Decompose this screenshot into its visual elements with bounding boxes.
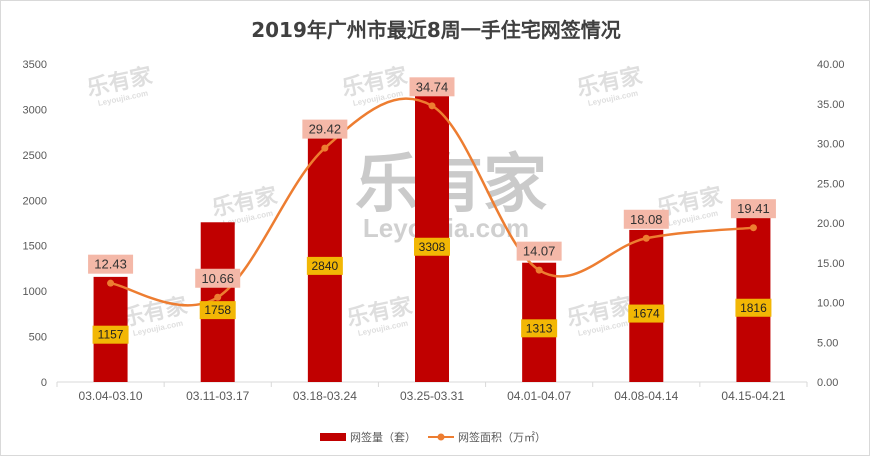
bar-data-label: 1157: [98, 328, 124, 342]
line-point: [535, 266, 543, 274]
right-axis-tick-label: 40.00: [817, 59, 845, 71]
line-label-box: [195, 268, 241, 288]
x-axis-tick-label: 03.18-03.24: [293, 389, 357, 403]
line-point: [107, 279, 115, 287]
line-data-label: 29.42: [309, 122, 342, 137]
x-axis-tick-label: 03.25-03.31: [400, 389, 464, 403]
line-data-label: 34.74: [416, 79, 449, 94]
left-axis-tick-label: 0: [41, 377, 47, 389]
line-data-label: 19.41: [737, 201, 770, 216]
right-axis-tick-label: 0.00: [817, 377, 838, 389]
line-point: [214, 293, 222, 301]
line-point: [642, 234, 650, 242]
bar-series: [93, 81, 771, 383]
line-label-box: [623, 209, 669, 229]
left-axis-tick-label: 3500: [23, 59, 47, 71]
right-axis-tick-label: 35.00: [817, 99, 845, 111]
legend-bar-label: 网签量（套）: [350, 430, 416, 444]
legend-bar-swatch: [320, 433, 346, 441]
x-axis-tick-label: 03.11-03.17: [186, 389, 249, 403]
right-axis-tick-label: 15.00: [817, 258, 845, 270]
bar: [307, 123, 342, 383]
bar-label-box: [414, 237, 450, 256]
left-axis-tick-label: 500: [29, 332, 47, 344]
bar-label-box: [306, 256, 343, 275]
x-axis-tick-label: 04.01-04.07: [507, 389, 571, 403]
line-data-label: 10.66: [201, 271, 234, 286]
right-axis-tick-label: 20.00: [817, 218, 845, 230]
right-axis-tick-label: 10.00: [817, 298, 845, 310]
line-series: [107, 97, 757, 307]
line-label-box: [302, 119, 348, 139]
bar-label-box: [628, 304, 665, 323]
bar: [415, 81, 449, 382]
x-axis: 03.04-03.10 03.11-03.17 03.18-03.24 03.25-0…: [56, 381, 808, 403]
left-axis-tick-label: 3000: [23, 104, 47, 116]
bar-data-label: 1758: [204, 303, 231, 317]
line-point: [321, 144, 329, 152]
watermark-main-text: 乐有家: [355, 148, 547, 220]
bar-data-label: 1674: [633, 307, 660, 321]
x-axis-tick-label: 03.04-03.10: [79, 389, 143, 403]
x-axis-tick-label: 04.08-04.14: [614, 389, 678, 403]
bar-data-label: 1313: [526, 321, 553, 335]
bar-data-label: 1816: [740, 301, 767, 315]
legend: 网签量（套） 网签面积（万㎡）: [320, 430, 546, 444]
line-point: [428, 102, 436, 110]
bar-data-label: 2840: [312, 259, 339, 273]
line-data-labels: 12.43 10.66 29.42 34.74 14.07 18.08 19.41: [88, 77, 776, 288]
legend-line-label: 网签面积（万㎡）: [458, 430, 546, 444]
line-label-box: [409, 77, 455, 97]
right-y-axis: 0.00 5.00 10.00 15.00 20.00 25.00 30.00 35.00 40…: [817, 59, 845, 389]
left-axis-tick-label: 1500: [23, 241, 47, 253]
chart-title: 2019年广州市最近8周一手住宅网签情况: [251, 18, 621, 42]
line-data-label: 14.07: [523, 244, 556, 259]
x-axis-tick-label: 04.15-04.21: [721, 389, 785, 403]
bar-label-box: [92, 325, 129, 344]
line-label-box: [88, 254, 134, 274]
bar-label-box: [735, 298, 772, 317]
legend-line-marker: [437, 433, 445, 441]
right-axis-tick-label: 30.00: [817, 139, 845, 151]
line-label-box: [730, 199, 776, 219]
left-axis-tick-label: 1000: [23, 286, 47, 298]
bar-data-labels: 1157 1758 2840 3308 1313 1674 1816: [92, 237, 772, 344]
line-data-label: 18.08: [630, 212, 663, 227]
bar-label-box: [199, 301, 236, 320]
left-y-axis: 0 500 1000 1500 2000 2500 3000 3500: [23, 59, 47, 389]
line-data-label: 12.43: [94, 257, 127, 272]
left-axis-tick-label: 2000: [23, 195, 47, 207]
bar-label-box: [521, 319, 558, 338]
right-axis-tick-label: 5.00: [817, 337, 838, 349]
line-point: [749, 224, 757, 232]
line-label-box: [516, 241, 562, 261]
right-axis-tick-label: 25.00: [817, 178, 845, 190]
bar-data-label: 3308: [419, 240, 446, 254]
left-axis-tick-label: 2500: [23, 150, 47, 162]
